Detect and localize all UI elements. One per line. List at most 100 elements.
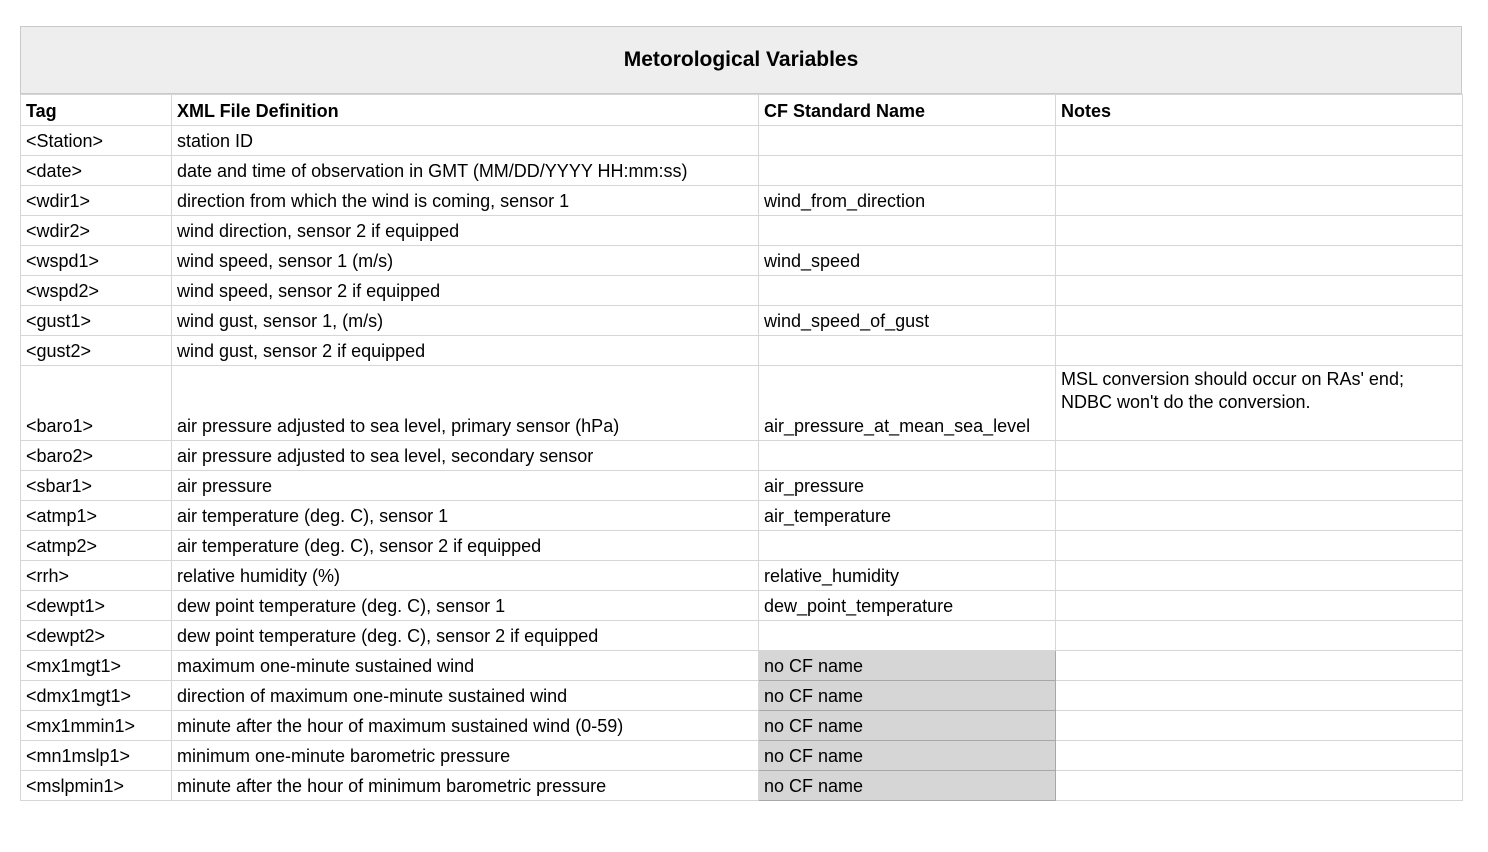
- cell-tag[interactable]: <wdir2>: [20, 215, 172, 246]
- cell-cf-name[interactable]: no CF name: [758, 770, 1056, 801]
- cell-tag[interactable]: <dmx1mgt1>: [20, 680, 172, 711]
- table-row: <dmx1mgt1> direction of maximum one-minut…: [20, 680, 1463, 711]
- cell-notes[interactable]: [1055, 560, 1463, 591]
- cell-notes[interactable]: [1055, 185, 1463, 216]
- cell-cf-name[interactable]: [758, 530, 1056, 561]
- cell-definition[interactable]: direction of maximum one-minute sustaine…: [171, 680, 759, 711]
- cell-cf-name[interactable]: [758, 275, 1056, 306]
- cell-definition[interactable]: wind speed, sensor 2 if equipped: [171, 275, 759, 306]
- cell-notes[interactable]: [1055, 530, 1463, 561]
- cell-cf-name[interactable]: dew_point_temperature: [758, 590, 1056, 621]
- table-row: <mx1mmin1> minute after the hour of maxim…: [20, 710, 1463, 741]
- cell-cf-name[interactable]: wind_speed: [758, 245, 1056, 276]
- spreadsheet: Metorological Variables Tag XML File Def…: [20, 26, 1463, 801]
- cell-definition[interactable]: minute after the hour of minimum baromet…: [171, 770, 759, 801]
- cell-definition[interactable]: minute after the hour of maximum sustain…: [171, 710, 759, 741]
- cell-definition[interactable]: minimum one-minute barometric pressure: [171, 740, 759, 771]
- cell-cf-name[interactable]: air_pressure_at_mean_sea_level: [758, 365, 1056, 441]
- cell-tag[interactable]: <mn1mslp1>: [20, 740, 172, 771]
- cell-definition[interactable]: station ID: [171, 125, 759, 156]
- cell-cf-name[interactable]: wind_from_direction: [758, 185, 1056, 216]
- cell-notes[interactable]: [1055, 680, 1463, 711]
- cell-definition[interactable]: direction from which the wind is coming,…: [171, 185, 759, 216]
- cell-cf-name[interactable]: relative_humidity: [758, 560, 1056, 591]
- table-row: <atmp1> air temperature (deg. C), sensor …: [20, 500, 1463, 531]
- cell-definition[interactable]: wind speed, sensor 1 (m/s): [171, 245, 759, 276]
- cell-cf-name[interactable]: no CF name: [758, 680, 1056, 711]
- cell-tag[interactable]: <baro2>: [20, 440, 172, 471]
- cell-definition[interactable]: dew point temperature (deg. C), sensor 1: [171, 590, 759, 621]
- cell-tag[interactable]: <atmp2>: [20, 530, 172, 561]
- cell-tag[interactable]: <sbar1>: [20, 470, 172, 501]
- cell-notes[interactable]: [1055, 215, 1463, 246]
- cell-tag[interactable]: <gust2>: [20, 335, 172, 366]
- cell-definition[interactable]: relative humidity (%): [171, 560, 759, 591]
- cell-notes[interactable]: [1055, 245, 1463, 276]
- cell-notes[interactable]: [1055, 770, 1463, 801]
- cell-tag[interactable]: <dewpt1>: [20, 590, 172, 621]
- table-row: <wdir2> wind direction, sensor 2 if equip…: [20, 215, 1463, 246]
- cell-tag[interactable]: <Station>: [20, 125, 172, 156]
- cell-tag[interactable]: <date>: [20, 155, 172, 186]
- cell-definition[interactable]: air pressure: [171, 470, 759, 501]
- cell-notes[interactable]: [1055, 440, 1463, 471]
- cell-notes[interactable]: [1055, 335, 1463, 366]
- cell-notes[interactable]: [1055, 155, 1463, 186]
- sheet-title: Metorological Variables: [20, 26, 1462, 94]
- cell-tag[interactable]: <rrh>: [20, 560, 172, 591]
- cell-cf-name[interactable]: no CF name: [758, 710, 1056, 741]
- cell-tag[interactable]: <gust1>: [20, 305, 172, 336]
- cell-definition[interactable]: air temperature (deg. C), sensor 1: [171, 500, 759, 531]
- cell-tag[interactable]: <wdir1>: [20, 185, 172, 216]
- cell-definition[interactable]: dew point temperature (deg. C), sensor 2…: [171, 620, 759, 651]
- cell-cf-name[interactable]: [758, 335, 1056, 366]
- cell-cf-name[interactable]: [758, 215, 1056, 246]
- cell-tag[interactable]: <dewpt2>: [20, 620, 172, 651]
- cell-notes[interactable]: [1055, 650, 1463, 681]
- table-row: <wspd1> wind speed, sensor 1 (m/s) wind_sp…: [20, 245, 1463, 276]
- cell-definition[interactable]: wind direction, sensor 2 if equipped: [171, 215, 759, 246]
- table-body: <Station> station ID <date> date and time o…: [20, 125, 1463, 801]
- cell-tag[interactable]: <wspd1>: [20, 245, 172, 276]
- cell-definition[interactable]: air pressure adjusted to sea level, prim…: [171, 365, 759, 441]
- cell-definition[interactable]: air temperature (deg. C), sensor 2 if eq…: [171, 530, 759, 561]
- table-row: <Station> station ID: [20, 125, 1463, 156]
- cell-tag[interactable]: <atmp1>: [20, 500, 172, 531]
- cell-tag[interactable]: <mslpmin1>: [20, 770, 172, 801]
- cell-notes[interactable]: [1055, 125, 1463, 156]
- cell-tag[interactable]: <baro1>: [20, 365, 172, 441]
- cell-cf-name[interactable]: [758, 620, 1056, 651]
- cell-definition[interactable]: air pressure adjusted to sea level, seco…: [171, 440, 759, 471]
- cell-notes[interactable]: [1055, 590, 1463, 621]
- table-row: <mx1mgt1> maximum one-minute sustained wi…: [20, 650, 1463, 681]
- cell-cf-name[interactable]: [758, 125, 1056, 156]
- column-header-tag[interactable]: Tag: [20, 94, 172, 126]
- cell-cf-name[interactable]: [758, 440, 1056, 471]
- cell-tag[interactable]: <mx1mmin1>: [20, 710, 172, 741]
- cell-cf-name[interactable]: air_pressure: [758, 470, 1056, 501]
- column-header-cf-name[interactable]: CF Standard Name: [758, 94, 1056, 126]
- cell-cf-name[interactable]: air_temperature: [758, 500, 1056, 531]
- cell-notes[interactable]: MSL conversion should occur on RAs' end;…: [1055, 365, 1463, 441]
- column-header-notes[interactable]: Notes: [1055, 94, 1463, 126]
- cell-definition[interactable]: date and time of observation in GMT (MM/…: [171, 155, 759, 186]
- table-row: <date> date and time of observation in GM…: [20, 155, 1463, 186]
- cell-notes[interactable]: [1055, 620, 1463, 651]
- cell-cf-name[interactable]: [758, 155, 1056, 186]
- table-row: <atmp2> air temperature (deg. C), sensor …: [20, 530, 1463, 561]
- cell-notes[interactable]: [1055, 470, 1463, 501]
- cell-cf-name[interactable]: wind_speed_of_gust: [758, 305, 1056, 336]
- cell-notes[interactable]: [1055, 710, 1463, 741]
- cell-notes[interactable]: [1055, 305, 1463, 336]
- cell-definition[interactable]: wind gust, sensor 2 if equipped: [171, 335, 759, 366]
- cell-notes[interactable]: [1055, 740, 1463, 771]
- cell-cf-name[interactable]: no CF name: [758, 650, 1056, 681]
- cell-tag[interactable]: <wspd2>: [20, 275, 172, 306]
- cell-cf-name[interactable]: no CF name: [758, 740, 1056, 771]
- cell-definition[interactable]: maximum one-minute sustained wind: [171, 650, 759, 681]
- cell-tag[interactable]: <mx1mgt1>: [20, 650, 172, 681]
- cell-notes[interactable]: [1055, 500, 1463, 531]
- cell-definition[interactable]: wind gust, sensor 1, (m/s): [171, 305, 759, 336]
- column-header-definition[interactable]: XML File Definition: [171, 94, 759, 126]
- cell-notes[interactable]: [1055, 275, 1463, 306]
